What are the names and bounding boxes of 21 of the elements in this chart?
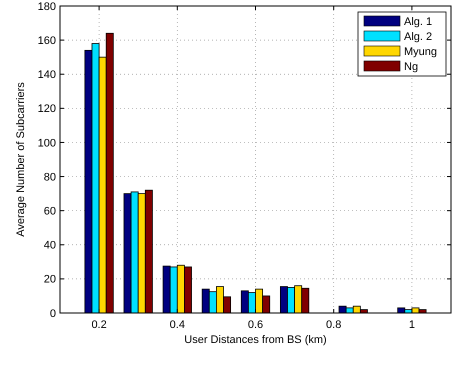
y-tick-label: 140 — [38, 69, 56, 82]
x-tick-label: 0.2 — [91, 319, 107, 331]
legend-label: Ng — [404, 60, 418, 73]
y-tick-label: 40 — [44, 240, 56, 252]
legend-label: Myung — [404, 46, 438, 58]
y-tick-label: 80 — [44, 171, 56, 184]
x-tick-label: 1 — [408, 319, 415, 331]
y-tick-label: 0 — [50, 308, 56, 320]
y-tick-label: 60 — [44, 206, 56, 218]
y-axis-title: Average Number of Subcarriers — [15, 82, 27, 237]
x-tick-label: 0.8 — [326, 319, 342, 331]
x-axis-title: User Distances from BS (km) — [184, 334, 327, 346]
legend-label: Alg. 2 — [404, 30, 432, 43]
x-tick-label: 0.4 — [170, 319, 185, 331]
y-tick-label: 180 — [38, 0, 56, 13]
y-tick-label: 120 — [38, 103, 56, 116]
y-tick-label: 160 — [38, 34, 56, 47]
legend-label: Alg. 1 — [404, 16, 432, 28]
y-tick-label: 20 — [44, 274, 56, 286]
x-tick-label: 0.6 — [248, 319, 264, 331]
y-tick-label: 100 — [38, 137, 56, 150]
